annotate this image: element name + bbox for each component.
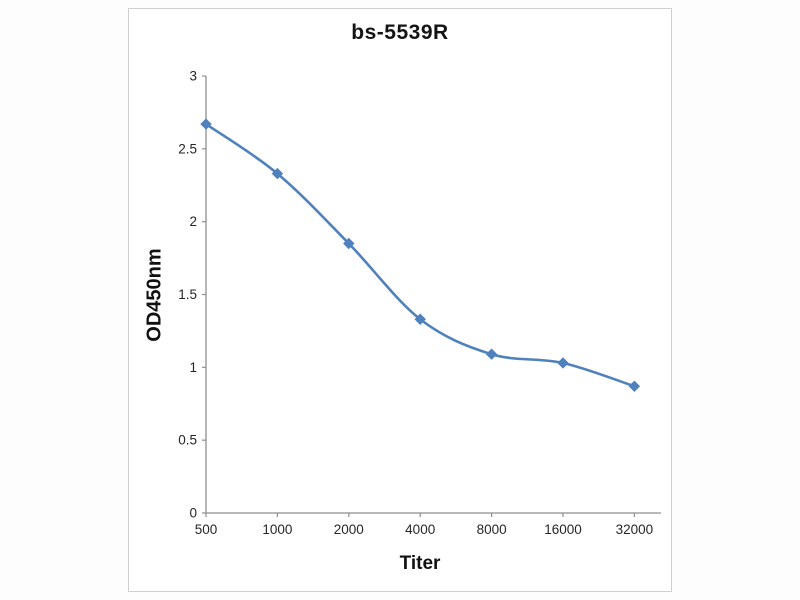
- x-tick-label: 1000: [262, 522, 292, 537]
- x-tick-label: 4000: [405, 522, 435, 537]
- series-line: [204, 122, 636, 388]
- y-tick-label: 0: [189, 506, 197, 521]
- y-tick-label: 2.5: [178, 141, 197, 156]
- y-axis-label: OD450nm: [143, 248, 166, 342]
- data-point-marker: [628, 380, 641, 392]
- chart-panel: 3 2.5 2 1.5 1 0.5 0 500 1000 2000 4000 8000 16000 320…: [128, 8, 672, 592]
- data-point-marker: [271, 167, 284, 180]
- x-tick-label: 2000: [334, 522, 364, 537]
- data-point-marker: [485, 348, 498, 360]
- x-tick-label: 500: [195, 522, 218, 537]
- x-tick-label: 16000: [544, 522, 582, 537]
- y-tick-label: 0.5: [178, 433, 197, 448]
- data-point-marker: [414, 313, 426, 325]
- data-point-marker: [557, 357, 569, 369]
- x-tick-label: 32000: [616, 522, 654, 537]
- x-axis-label: Titer: [399, 553, 441, 574]
- data-point-marker: [343, 237, 355, 250]
- data-point-marker: [200, 118, 212, 130]
- y-tick-label: 1: [189, 360, 197, 375]
- chart-title: bs-5539R: [351, 21, 449, 44]
- y-tick-label: 1.5: [178, 287, 197, 302]
- y-tick-label: 3: [189, 69, 197, 84]
- x-tick-label: 8000: [477, 522, 507, 537]
- y-tick-label: 2: [189, 214, 197, 229]
